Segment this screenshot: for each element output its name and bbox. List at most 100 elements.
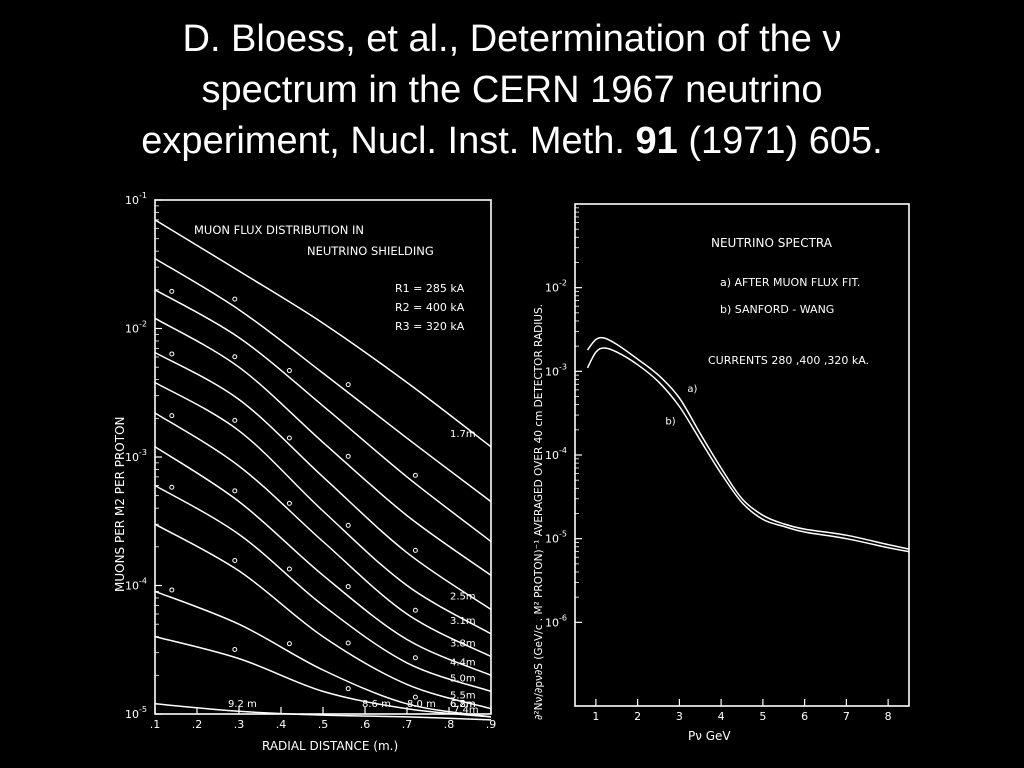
muon-x-axis-label: RADIAL DISTANCE (m.) (262, 739, 398, 753)
y-tick-label: 10-6 (545, 613, 567, 629)
series-label: 5.5m (450, 691, 476, 702)
measured-point (286, 500, 292, 506)
series-line (154, 317, 492, 576)
x-tick-label: .2 (192, 718, 203, 731)
x-tick-label: 4 (718, 710, 725, 723)
y-tick-label: 10-2 (125, 320, 147, 336)
y-tick-label: 10-1 (125, 192, 147, 207)
x-tick-label: .8 (444, 718, 455, 731)
measured-point (232, 488, 238, 494)
muon-y-axis-ticks: 10-110-210-310-410-5 (125, 192, 162, 721)
muon-note-r1: R1 = 285 kA (395, 282, 465, 295)
x-tick-label: 7 (843, 710, 850, 723)
y-tick-exponent: -5 (139, 705, 147, 714)
series-line (154, 703, 492, 721)
x-tick-label: 5 (759, 710, 766, 723)
title-volume: 91 (635, 120, 678, 162)
series-line (586, 336, 910, 550)
x-tick-label: .7 (402, 718, 413, 731)
measured-point (286, 641, 292, 647)
x-tick-label: 6 (801, 710, 808, 723)
x-tick-label: 1 (592, 710, 599, 723)
x-tick-label: 2 (634, 710, 641, 723)
measured-point (345, 584, 351, 590)
y-tick-base: 10 (545, 282, 559, 295)
series-label: 3.1m (450, 616, 476, 627)
series-label: 5.0m (450, 673, 476, 684)
x-tick-label: .4 (276, 718, 287, 731)
series-line (154, 590, 492, 718)
measured-point (232, 296, 238, 302)
y-tick-base: 10 (125, 323, 139, 336)
series-line (154, 523, 492, 710)
series-label: 2.5m (450, 592, 476, 603)
series-label: 6.8m (450, 699, 476, 710)
spectra-y-axis-ticks: 10-210-310-410-510-6 (545, 207, 582, 629)
y-tick-exponent: -6 (559, 613, 567, 622)
measured-point (286, 566, 292, 572)
title-citation: experiment, Nucl. Inst. Meth. (141, 120, 636, 162)
y-tick-base: 10 (545, 365, 559, 378)
series-line (154, 257, 492, 503)
spectra-y-axis-label: ∂²Nν/∂pν∂S (GeV/c . M² PROTON)⁻¹ AVERAGE… (533, 304, 545, 720)
x-tick-label: .1 (150, 718, 161, 731)
measured-point (232, 354, 238, 360)
muon-title: MUON FLUX DISTRIBUTION IN (194, 223, 364, 237)
series-label: 6.2m (450, 699, 476, 710)
spectra-series-lines: a) b) (586, 336, 910, 553)
measured-point (412, 694, 418, 700)
muon-label-8-0m: 8.0 m (407, 699, 436, 710)
measured-point (232, 417, 238, 423)
measured-point (412, 547, 418, 553)
y-tick-base: 10 (125, 194, 139, 207)
y-tick-exponent: -3 (559, 362, 567, 371)
measured-point (412, 655, 418, 661)
muon-label-9-2m: 9.2 m (228, 699, 257, 710)
spectra-x-axis-ticks: 1 2 3 4 5 6 7 8 (592, 699, 892, 723)
y-tick-base: 10 (545, 449, 559, 462)
measured-point (232, 646, 238, 652)
series-line (154, 351, 492, 611)
series-line (154, 446, 492, 676)
x-tick-label: .3 (234, 718, 245, 731)
measured-point (169, 484, 175, 490)
y-tick-exponent: -2 (559, 279, 567, 288)
muon-series-lines: 1.7m 2.5m 3.1m 3.8m 4.4m 5.0m 5.5m6.2m6.8m7.4m (154, 219, 492, 721)
measured-point (169, 413, 175, 419)
y-tick-exponent: -2 (139, 320, 147, 329)
spectra-note-a: a) AFTER MUON FLUX FIT. (720, 276, 860, 289)
y-tick-label: 10-3 (545, 362, 567, 378)
title-line-1: D. Bloess, et al., Determination of the … (182, 18, 842, 60)
measured-point (169, 351, 175, 357)
slide-title: D. Bloess, et al., Determination of the … (0, 14, 1024, 167)
measured-point (412, 607, 418, 613)
y-tick-base: 10 (125, 580, 139, 593)
y-tick-base: 10 (125, 451, 139, 464)
measured-point (345, 686, 351, 692)
series-label: 1.7m (450, 429, 476, 440)
muon-flux-chart: 10-110-210-310-410-5 .1.2.3.4.5.6.7.8.9 … (113, 192, 497, 753)
y-tick-exponent: -5 (559, 530, 567, 539)
measured-point (169, 288, 175, 294)
measured-point (232, 558, 238, 564)
muon-note-r2: R2 = 400 kA (395, 301, 465, 314)
series-line (154, 484, 492, 693)
measured-point (286, 435, 292, 441)
muon-y-axis-label: MUONS PER M2 PER PROTON (113, 416, 127, 592)
measured-point (345, 640, 351, 646)
y-tick-exponent: -3 (139, 448, 147, 457)
x-tick-label: 8 (885, 710, 892, 723)
y-tick-label: 10-5 (125, 705, 147, 721)
x-tick-label: .9 (486, 718, 497, 731)
y-tick-label: 10-4 (125, 577, 147, 593)
y-tick-exponent: -4 (139, 577, 147, 586)
y-tick-label: 10-3 (125, 448, 147, 464)
spectra-note-b: b) SANFORD - WANG (720, 303, 834, 316)
spectra-note-currents: CURRENTS 280 ,400 ,320 kA. (708, 354, 869, 367)
spectra-title: NEUTRINO SPECTRA (711, 236, 833, 250)
y-tick-base: 10 (125, 708, 139, 721)
series-label: 7.4m (453, 705, 479, 716)
measured-point (345, 522, 351, 528)
muon-label-8-6m: 8.6 m (362, 699, 391, 710)
